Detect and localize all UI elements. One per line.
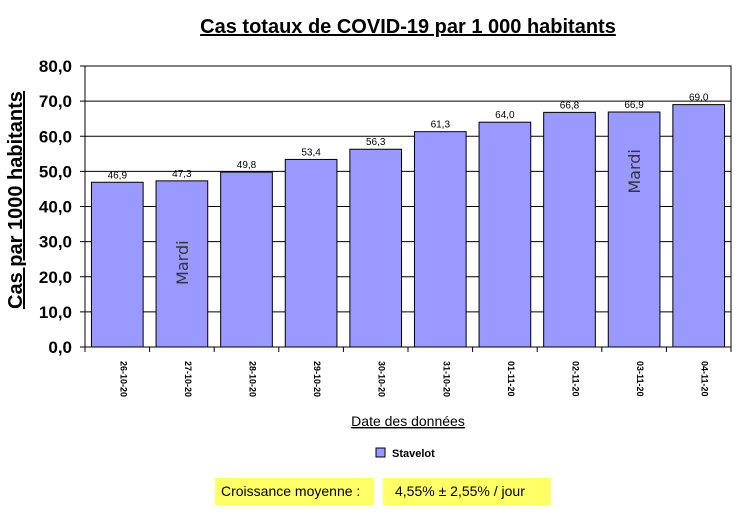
bar [284,158,338,348]
data-label: 61,3 [431,120,451,131]
y-tick-label: 50,0 [39,162,72,181]
bars: 46,9 47,3 49,8 53,4 56,3 61,3 64,0 66,8 66,9 69,0 [90,93,726,348]
growth-value: 4,55% ± 2,55% / jour [383,478,551,505]
x-tick-label: 31-10-20 [441,361,451,397]
bar [607,111,661,348]
x-tick-label: 29-10-20 [312,361,322,397]
x-tick-label: 26-10-20 [118,361,128,397]
x-tick-label: 30-10-20 [377,361,387,397]
y-tick-label: 70,0 [39,92,72,111]
x-tick-label: 28-10-20 [248,361,258,397]
y-ticks: 0,0 10,0 20,0 30,0 40,0 50,0 60,0 70,0 80,0 [39,57,85,357]
bar [672,104,726,348]
legend-label: Stavelot [392,448,435,460]
bar [155,180,209,348]
chart-title: Cas totaux de COVID-19 par 1 000 habitan… [200,16,616,38]
bar [220,171,273,348]
y-tick-label: 60,0 [39,127,72,146]
x-tick-label: 01-11-20 [506,361,516,397]
y-tick-label: 30,0 [39,233,72,252]
bar [413,131,467,348]
data-label: 56,3 [366,137,386,148]
data-label: 46,9 [108,170,128,181]
x-ticks: 26-10-20 27-10-20 28-10-20 29-10-20 30-10-20… [84,347,732,397]
data-label: 49,8 [237,160,257,171]
bar [478,121,532,348]
x-tick-label: 04-11-20 [700,361,710,397]
data-label: 53,4 [301,147,321,158]
y-tick-label: 40,0 [39,198,72,217]
y-tick-label: 0,0 [48,338,72,357]
x-tick-label: 02-11-20 [571,361,581,397]
annotation-label: Mardi [625,149,644,194]
x-tick-label: 27-10-20 [183,361,193,397]
x-axis-label: Date des données [351,413,465,429]
data-label: 47,3 [172,169,192,180]
y-axis-label: Cas par 1000 habitants [5,91,27,309]
annotation-label: Mardi [173,240,192,285]
bar [349,148,403,348]
annotations: Mardi Mardi [173,149,644,285]
data-label: 66,9 [624,100,644,111]
growth-label: Croissance moyenne : [215,478,374,505]
y-tick-label: 80,0 [39,57,72,76]
bar [90,181,144,348]
data-label: 66,8 [560,100,580,111]
y-tick-label: 20,0 [39,268,72,287]
bar [543,111,596,348]
data-label: 64,0 [495,110,515,121]
x-tick-label: 03-11-20 [635,361,645,397]
data-label: 69,0 [689,93,709,104]
y-tick-label: 10,0 [39,303,72,322]
legend-swatch [375,447,386,458]
legend: Stavelot [375,447,435,460]
